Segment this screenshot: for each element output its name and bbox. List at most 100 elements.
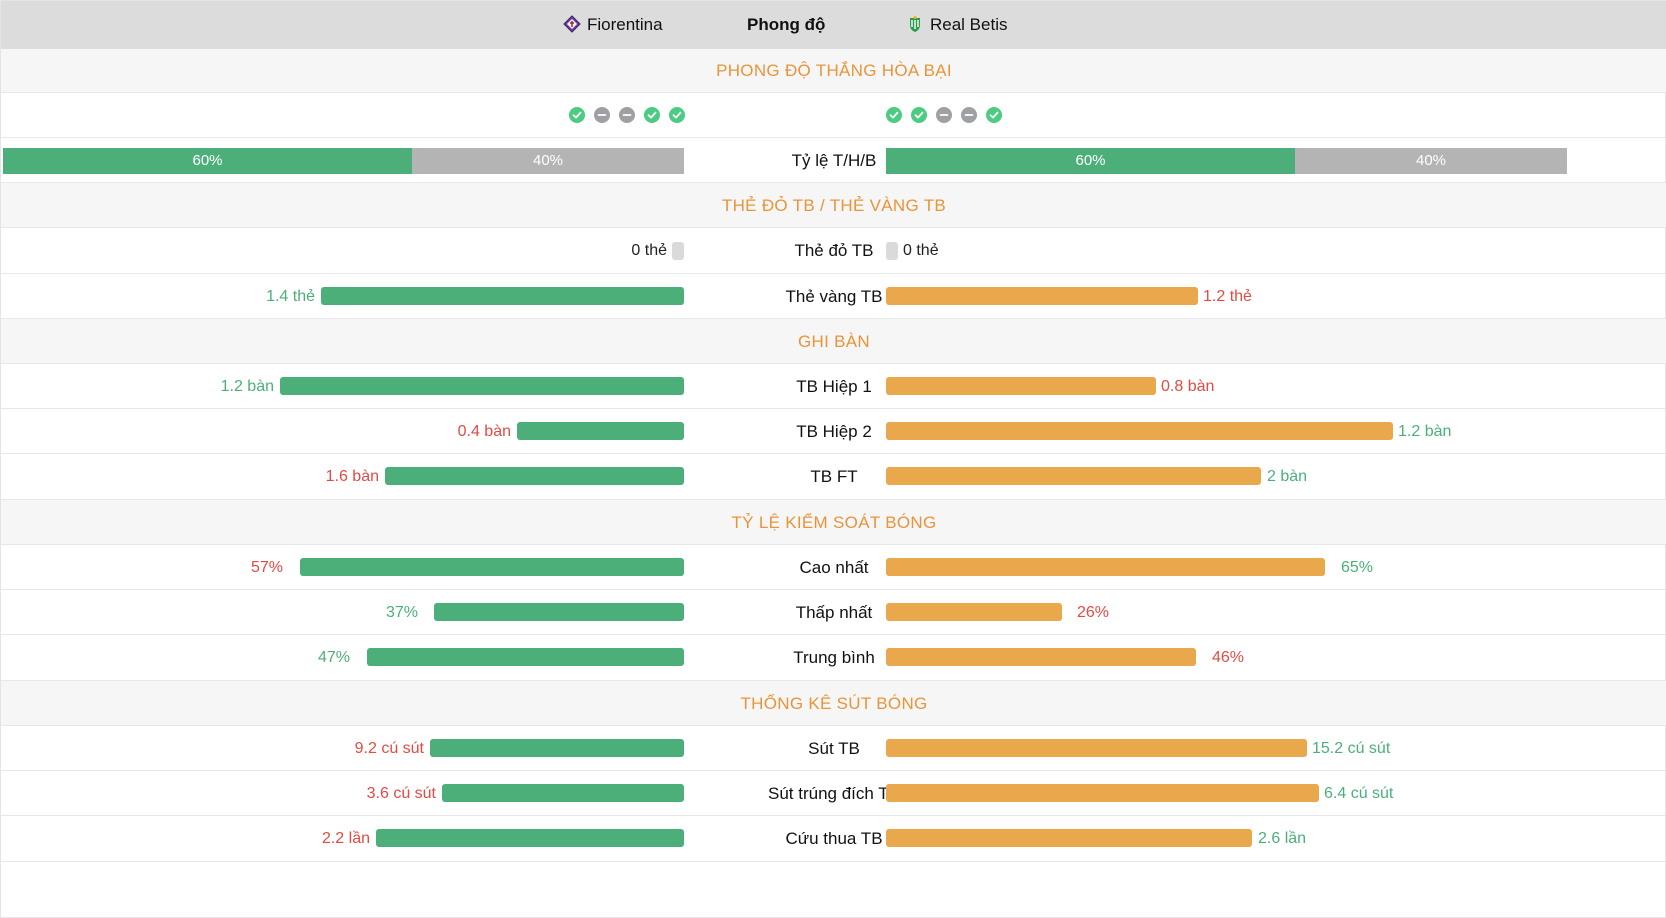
away-red-bar bbox=[886, 242, 898, 260]
home-poss-max-value: 57% bbox=[250, 559, 283, 576]
away-goals-h2-value: 1.2 bàn bbox=[1398, 423, 1452, 440]
goals-h2-label: TB Hiệp 2 bbox=[796, 422, 872, 441]
home-other-pct: 40% bbox=[532, 152, 564, 169]
home-goals-h1-value: 1.2 bàn bbox=[220, 378, 274, 395]
away-saves-value: 2.6 lần bbox=[1258, 830, 1307, 847]
away-form-result-win-icon bbox=[886, 107, 902, 123]
comparison-header: Fiorentina Phong độ Real Betis bbox=[1, 1, 1666, 50]
home-goals-h2-bar bbox=[517, 422, 684, 440]
real-betis-logo-icon bbox=[906, 4, 924, 32]
away-win-pct: 60% bbox=[1075, 152, 1106, 169]
away-goals-ft-bar bbox=[886, 467, 1261, 485]
away-goals-h1-bar bbox=[886, 377, 1156, 395]
home-team-tab[interactable]: Fiorentina bbox=[563, 1, 663, 49]
home-red-bar bbox=[672, 242, 684, 260]
home-shots-bar bbox=[430, 739, 684, 757]
home-form-result-win-icon bbox=[669, 107, 685, 123]
away-saves-bar bbox=[886, 829, 1252, 847]
away-form-result-draw-icon bbox=[961, 107, 977, 123]
home-shots-on-target-bar bbox=[442, 784, 684, 802]
possession-row-2: 37% Thấp nhất 26% bbox=[1, 590, 1666, 635]
yellow-cards-label: Thẻ vàng TB bbox=[785, 287, 883, 306]
saves-label: Cứu thua TB bbox=[785, 829, 883, 848]
goals-h1-label: TB Hiệp 1 bbox=[796, 377, 872, 396]
home-form-result-draw-icon bbox=[619, 107, 635, 123]
win-ratio-row: 60% 40% Tỷ lệ T/H/B 60% 40% bbox=[1, 138, 1666, 183]
possession-row-1: 57% Cao nhất 65% bbox=[1, 545, 1666, 590]
away-poss-max-value: 65% bbox=[1341, 559, 1374, 576]
away-form-result-win-icon bbox=[911, 107, 927, 123]
ratio-label: Tỷ lệ T/H/B bbox=[791, 151, 877, 170]
home-form-results bbox=[569, 107, 689, 127]
away-goals-h1-value: 0.8 bàn bbox=[1161, 378, 1215, 395]
away-poss-avg-value: 46% bbox=[1212, 649, 1245, 666]
away-red-value: 0 thẻ bbox=[903, 242, 939, 259]
fiorentina-logo-icon bbox=[563, 4, 581, 33]
home-goals-h2-value: 0.4 bàn bbox=[457, 423, 511, 440]
section-possession: TỶ LỆ KIỂM SOÁT BÓNG bbox=[1, 500, 1666, 545]
yellow-cards-row: 1.4 thẻ Thẻ vàng TB 1.2 thẻ bbox=[1, 274, 1666, 319]
home-saves-value: 2.2 lần bbox=[321, 830, 370, 847]
away-shots-on-target-value: 6.4 cú sút bbox=[1324, 785, 1394, 802]
away-shots-value: 15.2 cú sút bbox=[1312, 740, 1391, 757]
shots-row-2: 3.6 cú sút Sút trúng đích TB 6.4 cú sút bbox=[1, 771, 1666, 816]
section-title-possession: TỶ LỆ KIỂM SOÁT BÓNG bbox=[731, 513, 937, 532]
home-yellow-value: 1.4 thẻ bbox=[266, 288, 315, 305]
home-red-value: 0 thẻ bbox=[631, 242, 667, 259]
goals-ft-label: TB FT bbox=[810, 467, 858, 486]
goals-row-1: 1.2 bàn TB Hiệp 1 0.8 bàn bbox=[1, 364, 1666, 409]
goals-row-3: 1.6 bàn TB FT 2 bàn bbox=[1, 454, 1666, 500]
section-cards: THẺ ĐỎ TB / THẺ VÀNG TB bbox=[1, 183, 1666, 228]
section-title-form: PHONG ĐỘ THẮNG HÒA BẠI bbox=[716, 61, 952, 80]
home-other-segment: 40% bbox=[412, 148, 684, 174]
away-form-result-draw-icon bbox=[936, 107, 952, 123]
poss-max-label: Cao nhất bbox=[799, 558, 869, 577]
away-yellow-bar bbox=[886, 287, 1198, 305]
away-other-pct: 40% bbox=[1415, 152, 1447, 169]
shots-on-target-label: Sút trúng đích TB bbox=[768, 784, 900, 803]
home-shots-value: 9.2 cú sút bbox=[354, 740, 424, 757]
away-shots-on-target-bar bbox=[886, 784, 1319, 802]
home-poss-avg-value: 47% bbox=[317, 649, 350, 666]
section-title-cards: THẺ ĐỎ TB / THẺ VÀNG TB bbox=[721, 196, 947, 215]
form-title: Phong độ bbox=[747, 15, 826, 34]
away-poss-max-bar bbox=[886, 558, 1325, 576]
red-cards-row: 0 thẻ Thẻ đỏ TB 0 thẻ bbox=[1, 228, 1666, 274]
away-ratio-bar: 60% 40% bbox=[886, 148, 1567, 174]
home-team-name: Fiorentina bbox=[587, 15, 663, 34]
home-poss-min-bar bbox=[434, 603, 684, 621]
home-win-segment: 60% bbox=[3, 148, 412, 174]
away-win-segment: 60% bbox=[886, 148, 1295, 174]
away-poss-avg-bar bbox=[886, 648, 1196, 666]
poss-min-label: Thấp nhất bbox=[795, 603, 873, 622]
away-poss-min-bar bbox=[886, 603, 1062, 621]
away-goals-ft-value: 2 bàn bbox=[1267, 468, 1308, 485]
away-form-results bbox=[886, 107, 1006, 127]
form-results-row bbox=[1, 93, 1666, 138]
section-title-goals: GHI BÀN bbox=[797, 332, 870, 351]
away-goals-h2-bar bbox=[886, 422, 1393, 440]
away-team-name: Real Betis bbox=[930, 15, 1008, 34]
away-form-result-win-icon bbox=[986, 107, 1002, 123]
home-saves-bar bbox=[376, 829, 684, 847]
home-goals-ft-value: 1.6 bàn bbox=[325, 468, 379, 485]
away-yellow-value: 1.2 thẻ bbox=[1203, 288, 1252, 305]
section-title-shots: THỐNG KÊ SÚT BÓNG bbox=[740, 694, 928, 713]
away-team-tab[interactable]: Real Betis bbox=[906, 1, 1007, 49]
shots-row-3: 2.2 lần Cứu thua TB 2.6 lần bbox=[1, 816, 1666, 862]
home-shots-on-target-value: 3.6 cú sút bbox=[366, 785, 436, 802]
section-goals: GHI BÀN bbox=[1, 319, 1666, 364]
away-shots-bar bbox=[886, 739, 1307, 757]
shots-row-1: 9.2 cú sút Sút TB 15.2 cú sút bbox=[1, 726, 1666, 771]
shots-label: Sút TB bbox=[808, 739, 860, 758]
section-form: PHONG ĐỘ THẮNG HÒA BẠI bbox=[1, 49, 1666, 93]
home-goals-h1-bar bbox=[280, 377, 684, 395]
home-ratio-bar: 60% 40% bbox=[3, 148, 684, 174]
home-win-pct: 60% bbox=[192, 152, 223, 169]
red-cards-label: Thẻ đỏ TB bbox=[794, 241, 874, 260]
poss-avg-label: Trung bình bbox=[793, 648, 875, 667]
home-form-result-win-icon bbox=[569, 107, 585, 123]
home-yellow-bar bbox=[321, 287, 684, 305]
goals-row-2: 0.4 bàn TB Hiệp 2 1.2 bàn bbox=[1, 409, 1666, 454]
